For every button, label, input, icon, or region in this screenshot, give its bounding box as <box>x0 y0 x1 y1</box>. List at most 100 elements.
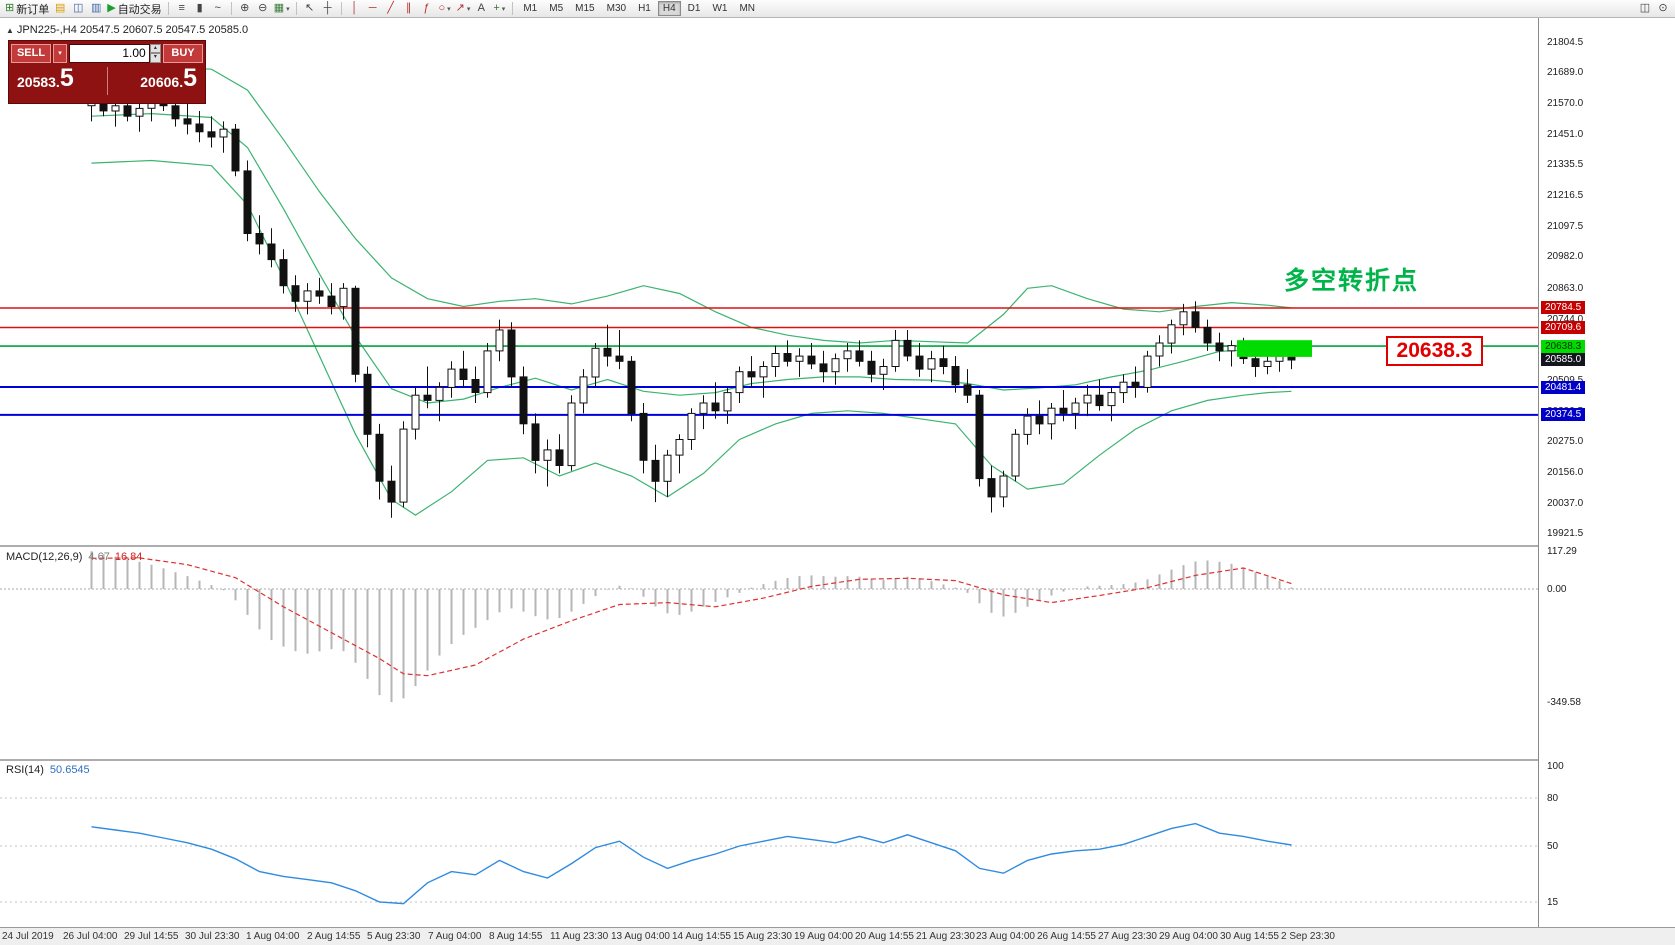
highlight-rectangle[interactable] <box>1237 340 1312 357</box>
macd-signal-value: 16.84 <box>114 551 143 563</box>
timeframe-m5[interactable]: M5 <box>544 1 568 16</box>
time-label: 29 Aug 04:00 <box>1159 931 1218 942</box>
time-label: 1 Aug 04:00 <box>246 931 300 942</box>
macd-axis-label: -349.58 <box>1547 697 1581 708</box>
trendline-icon: ╱ <box>387 2 394 14</box>
rsi-axis-label: 100 <box>1547 761 1564 772</box>
zoom-out-icon: ⊖ <box>258 2 268 14</box>
price-chart[interactable] <box>0 18 1538 545</box>
charts-window-button[interactable]: ◫ <box>69 1 87 17</box>
price-tick: 19921.5 <box>1547 528 1584 539</box>
time-label: 29 Jul 14:55 <box>124 931 179 942</box>
macd-axis-label: 117.29 <box>1547 546 1577 557</box>
timeframe-m30[interactable]: M30 <box>602 1 631 16</box>
caret-down-icon: ▾ <box>466 5 471 13</box>
price-tick: 20037.0 <box>1547 498 1584 509</box>
timeframe-mn[interactable]: MN <box>734 1 760 16</box>
toolbar: ⊞ 新订单 ▤ ◫ ▥ ▶ 自动交易 ≡ ▮ ~ ⊕ ⊖ ▦ ▾ ↖ ┼ │ ─ ╱ ∥ ƒ ○ ▾ ↗ ▾ A + ▾ M1 M5 M1… <box>0 0 1675 18</box>
fibonacci-icon: ƒ <box>423 2 430 14</box>
toolbar-separator <box>295 2 297 15</box>
price-callout[interactable]: 20638.3 <box>1386 336 1483 366</box>
timeframe-w1[interactable]: W1 <box>707 1 732 16</box>
time-label: 15 Aug 23:30 <box>733 931 792 942</box>
price-tick: 20275.0 <box>1547 436 1584 447</box>
line-chart-mode-button[interactable]: ~ <box>209 1 227 17</box>
shapes-icon: ○ <box>438 2 446 14</box>
price-level-badge: 20709.6 <box>1541 321 1586 334</box>
timeframe-toolbar: M1 M5 M15 M30 H1 H4 D1 W1 MN <box>517 1 761 16</box>
timeframe-h4[interactable]: H4 <box>657 1 681 16</box>
fibonacci-button[interactable]: ƒ <box>418 1 436 17</box>
zoom-out-button[interactable]: ⊖ <box>254 1 272 17</box>
horizontal-line-button[interactable]: ─ <box>364 1 382 17</box>
buy-button[interactable]: BUY <box>163 43 203 63</box>
trendline-button[interactable]: ╱ <box>382 1 400 17</box>
target-icon: ⊙ <box>1658 2 1668 14</box>
cursor-button[interactable]: ↖ <box>301 1 319 17</box>
rsi-value: 50.6545 <box>49 764 90 776</box>
vertical-line-icon: │ <box>351 2 359 14</box>
cursor-icon: ↖ <box>305 2 315 14</box>
time-label: 26 Aug 14:55 <box>1037 931 1096 942</box>
panel-separator[interactable] <box>0 759 1675 761</box>
candlestick-mode-button[interactable]: ▮ <box>191 1 209 17</box>
macd-chart[interactable] <box>0 547 1538 759</box>
caret-down-icon: ▾ <box>501 5 506 13</box>
tile-windows-button[interactable]: ▦ ▾ <box>272 1 292 17</box>
window-arrange-button[interactable]: ◫ <box>1636 1 1654 17</box>
chart-window-icon: ◫ <box>73 2 84 14</box>
terminal-button[interactable]: ▥ <box>87 1 105 17</box>
autotrading-button[interactable]: ▶ 自动交易 <box>105 1 163 17</box>
macd-axis-label: 0.00 <box>1547 584 1567 595</box>
timeframe-m15[interactable]: M15 <box>570 1 599 16</box>
level-lines[interactable] <box>0 307 1538 416</box>
new-order-button[interactable]: ⊞ 新订单 <box>3 1 51 17</box>
order-mode-dropdown[interactable]: ▾ <box>53 43 67 63</box>
macd-signal-line <box>91 557 1292 677</box>
volume-increase-button[interactable]: ▴ <box>149 43 161 53</box>
collapse-arrow-icon[interactable]: ▲ <box>6 26 14 35</box>
bar-chart-mode-button[interactable]: ≡ <box>173 1 191 17</box>
volume-decrease-button[interactable]: ▾ <box>149 53 161 63</box>
tile-windows-icon: ▦ <box>273 2 285 14</box>
sell-button[interactable]: SELL <box>11 43 51 63</box>
sell-price[interactable]: 20583. 5 <box>17 66 74 91</box>
shapes-button[interactable]: ○ ▾ <box>436 1 454 17</box>
indicators-button[interactable]: + ▾ <box>490 1 508 17</box>
caret-down-icon: ▾ <box>447 5 451 13</box>
caret-down-icon: ▾ <box>286 5 290 13</box>
autotrading-play-icon: ▶ <box>107 2 116 14</box>
buy-price[interactable]: 20606. 5 <box>140 66 197 91</box>
volume-input[interactable] <box>69 43 150 63</box>
panel-separator[interactable] <box>0 545 1675 547</box>
price-tick: 21689.0 <box>1547 67 1584 78</box>
price-tick: 21097.5 <box>1547 221 1584 232</box>
time-label: 5 Aug 23:30 <box>367 931 421 942</box>
rsi-chart[interactable] <box>0 761 1538 927</box>
channel-button[interactable]: ∥ <box>400 1 418 17</box>
rsi-label: RSI(14) <box>6 764 44 776</box>
chart-options-button[interactable]: ⊙ <box>1654 1 1672 17</box>
crosshair-button[interactable]: ┼ <box>319 1 337 17</box>
time-label: 19 Aug 04:00 <box>794 931 853 942</box>
trade-panel-divider <box>107 67 108 95</box>
line-chart-icon: ~ <box>214 2 221 14</box>
time-label: 21 Aug 23:30 <box>916 931 975 942</box>
time-label: 2 Aug 14:55 <box>307 931 361 942</box>
annotation-text[interactable]: 多空转折点 <box>1284 267 1420 295</box>
timeframe-d1[interactable]: D1 <box>683 1 706 16</box>
text-button[interactable]: A <box>472 1 490 17</box>
price-tick: 20744.0 <box>1547 314 1584 325</box>
time-label: 30 Jul 23:30 <box>185 931 240 942</box>
crosshair-icon: ┼ <box>323 2 332 14</box>
market-watch-button[interactable]: ▤ <box>51 1 69 17</box>
timeframe-m1[interactable]: M1 <box>518 1 542 16</box>
price-level-badge: 20638.3 <box>1541 340 1586 353</box>
horizontal-line-icon: ─ <box>368 2 377 14</box>
vertical-line-button[interactable]: │ <box>346 1 364 17</box>
zoom-in-button[interactable]: ⊕ <box>236 1 254 17</box>
timeframe-h1[interactable]: H1 <box>633 1 656 16</box>
arrows-button[interactable]: ↗ ▾ <box>454 1 473 17</box>
window-icon: ◫ <box>1639 2 1651 14</box>
price-axis: 21804.5 21689.0 21570.0 21451.0 21335.5 21216… <box>1538 18 1675 927</box>
